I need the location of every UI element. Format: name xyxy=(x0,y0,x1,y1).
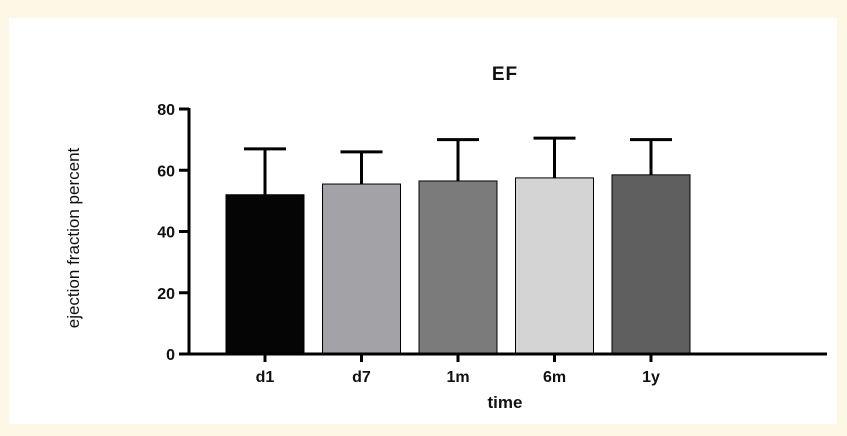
y-tick-label-40: 40 xyxy=(157,225,175,242)
bar-1m xyxy=(418,180,498,355)
y-tick-label-80: 80 xyxy=(157,102,175,119)
chart-title: EF xyxy=(492,64,518,85)
x-tick-label-1y: 1y xyxy=(642,369,660,386)
figure-panel: EF ejection fraction percent time d1 d7 1m… xyxy=(9,18,837,424)
x-axis-label: time xyxy=(488,393,523,412)
x-tick-label-d7: d7 xyxy=(352,369,371,386)
y-tick-label-0: 0 xyxy=(166,347,175,364)
y-tick-label-20: 20 xyxy=(157,286,175,303)
x-tick-label-1m: 1m xyxy=(446,369,469,386)
bar-d7 xyxy=(322,183,401,355)
bar-d1 xyxy=(225,194,305,355)
x-tick-label-d1: d1 xyxy=(256,369,275,386)
bar-1y xyxy=(611,174,691,355)
y-tick-label-60: 60 xyxy=(157,163,175,180)
ef-bar-chart: EF ejection fraction percent time d1 d7 1m… xyxy=(64,64,827,412)
x-tick-label-6m: 6m xyxy=(543,369,566,386)
y-axis-label: ejection fraction percent xyxy=(64,147,83,328)
bar-6m xyxy=(515,177,594,355)
